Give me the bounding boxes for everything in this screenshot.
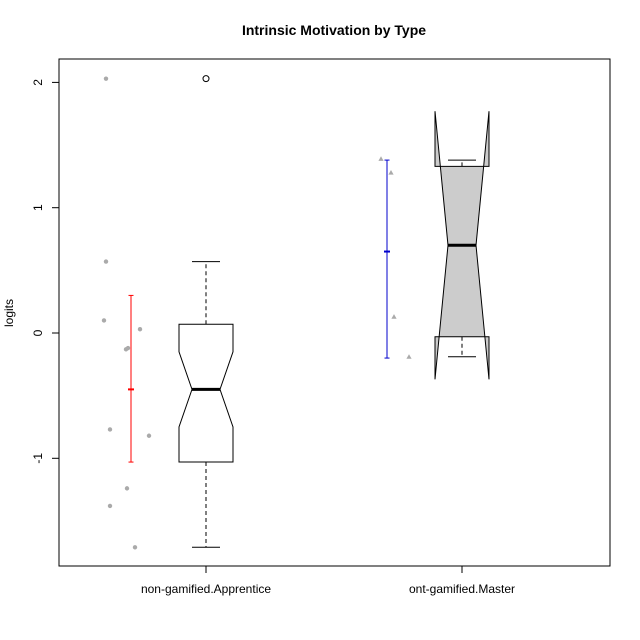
x-tick-label: non-gamified.Apprentice — [141, 582, 271, 596]
y-tick-label: -1 — [31, 453, 45, 464]
data-point — [124, 486, 130, 491]
data-point — [103, 76, 109, 81]
data-point — [101, 318, 107, 323]
outlier-point — [202, 75, 210, 83]
y-tick-label: 0 — [31, 329, 45, 336]
plot-marks — [101, 75, 490, 550]
data-point — [388, 170, 394, 175]
data-point — [103, 259, 109, 264]
data-point — [406, 354, 412, 359]
data-point — [123, 347, 129, 352]
data-point — [378, 156, 384, 161]
chart-title: Intrinsic Motivation by Type — [242, 22, 426, 38]
y-axis: -1 0 1 2 — [31, 79, 60, 464]
x-tick-label: ont-gamified.Master — [409, 582, 515, 596]
box-group-2 — [378, 111, 490, 380]
data-point — [146, 433, 152, 438]
y-tick-label: 1 — [31, 204, 45, 211]
x-axis: non-gamified.Apprentice ont-gamified.Mast… — [141, 565, 515, 596]
data-point — [137, 327, 143, 332]
data-point — [107, 503, 113, 509]
notched-box — [178, 323, 234, 463]
box-group-1 — [101, 75, 234, 550]
y-axis-label: logits — [2, 299, 16, 327]
data-point — [132, 545, 138, 550]
y-tick-label: 2 — [31, 79, 45, 86]
data-point — [391, 314, 397, 319]
data-point — [107, 427, 113, 432]
